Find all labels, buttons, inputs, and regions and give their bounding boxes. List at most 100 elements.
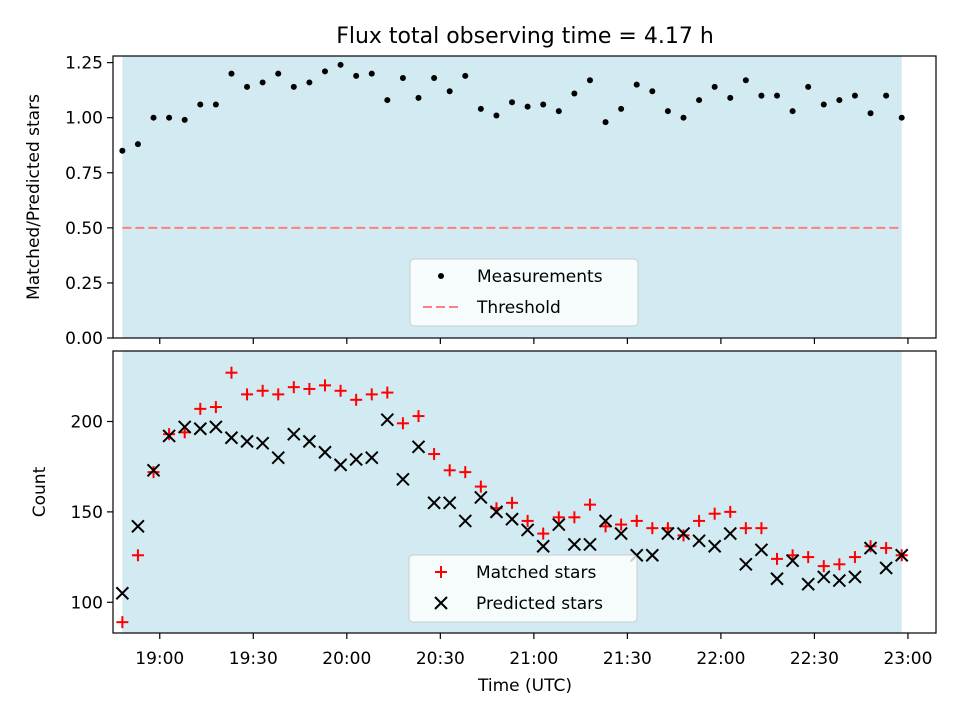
predicted-stars-point — [177, 420, 192, 434]
measurements-series — [119, 61, 905, 154]
measurement-point — [290, 83, 297, 90]
y-tick-label: 1.00 — [65, 109, 103, 129]
matched-stars-point — [786, 549, 799, 562]
predicted-stars-point — [723, 526, 737, 541]
matched-stars-point — [552, 511, 565, 524]
count-panel-frame — [112, 350, 937, 634]
predicted-stars-point — [131, 519, 145, 534]
matched-stars-point — [646, 522, 659, 535]
measurement-point — [181, 116, 188, 123]
ratio-y-ticks: 0.00 0.25 0.50 0.75 1.00 1.25 — [65, 54, 113, 349]
matched-stars-point — [615, 518, 628, 531]
measurement-point — [477, 105, 484, 112]
predicted-stars-point — [411, 440, 426, 454]
matched-stars-point — [147, 466, 160, 479]
predicted-stars-point — [146, 463, 161, 478]
measurement-point — [789, 108, 796, 115]
ratio-legend: Measurements Threshold — [409, 258, 639, 327]
measurement-point — [166, 114, 173, 121]
matched-stars-point — [599, 520, 612, 533]
matched-stars-point — [677, 529, 690, 542]
ratio-panel-frame — [112, 55, 937, 339]
measurement-point — [836, 97, 843, 104]
predicted-stars-point — [567, 537, 582, 552]
matched-stars-point — [630, 514, 643, 527]
predicted-stars-point — [271, 450, 285, 465]
matched-stars-point — [802, 551, 815, 564]
x-tick-label: 22:00 — [696, 649, 745, 669]
predicted-stars-point — [536, 539, 550, 553]
matched-stars-point — [287, 381, 300, 394]
count-panel: 100 150 200 19:00 19:30 20:00 20:30 21:00 21:30… — [30, 350, 937, 696]
matched-stars-point — [693, 514, 706, 527]
matched-stars-point — [568, 511, 581, 524]
measurement-point — [228, 70, 235, 77]
matched-stars-point — [739, 522, 752, 535]
predicted-stars-point — [754, 543, 769, 557]
measurement-point — [431, 75, 438, 82]
predicted-stars-point — [318, 445, 332, 459]
measurement-point — [462, 72, 469, 79]
matched-stars-point — [318, 379, 331, 392]
matched-stars-point — [381, 386, 394, 399]
matched-stars-point — [661, 522, 674, 535]
y-tick-label: 0.50 — [65, 219, 103, 239]
count-series — [115, 366, 909, 629]
measurement-point — [212, 101, 219, 108]
matched-stars-point — [303, 382, 316, 395]
predicted-stars-point — [583, 537, 597, 552]
legend-predicted-marker — [434, 596, 448, 610]
predicted-stars-point — [770, 572, 784, 586]
predicted-stars-point — [505, 512, 519, 526]
measurement-point — [119, 147, 126, 154]
predicted-stars-point — [224, 431, 239, 445]
measurement-point — [586, 77, 593, 84]
legend-threshold-label: Threshold — [476, 298, 561, 318]
legend-measurements-marker — [438, 273, 444, 279]
legend-matched-label: Matched stars — [476, 563, 596, 583]
legend-measurements-label: Measurements — [477, 267, 603, 287]
matched-stars-point — [708, 507, 721, 520]
matched-stars-point — [116, 616, 129, 629]
predicted-stars-point — [848, 570, 862, 584]
ratio-x-ticks — [159, 338, 909, 344]
matched-stars-point — [256, 384, 269, 397]
measurement-point — [602, 119, 609, 126]
predicted-stars-point — [427, 496, 441, 510]
predicted-stars-point — [661, 526, 675, 541]
measurement-point — [275, 70, 282, 77]
predicted-stars-point — [739, 557, 753, 572]
measurement-point — [711, 83, 718, 90]
x-tick-label: 23:00 — [883, 649, 932, 669]
measurement-point — [820, 101, 827, 108]
matched-stars-point — [724, 505, 737, 518]
matched-stars-point — [537, 527, 550, 540]
count-y-ticks: 100 150 200 — [71, 413, 113, 613]
predicted-stars-point — [380, 412, 395, 427]
count-y-axis-label: Count — [30, 466, 50, 517]
predicted-stars-point — [707, 539, 722, 553]
x-tick-label: 20:30 — [416, 649, 465, 669]
predicted-stars-point — [162, 429, 176, 443]
ratio-legend-box — [409, 258, 639, 327]
measurement-point — [774, 92, 781, 99]
predicted-stars-point — [193, 422, 207, 436]
measurement-point — [883, 92, 890, 99]
predicted-stars-point — [863, 541, 878, 555]
measurement-point — [649, 88, 656, 95]
y-tick-label: 0.25 — [65, 274, 103, 294]
matched-stars-point — [428, 448, 441, 461]
matched-stars-point — [350, 393, 363, 406]
matched-stars-point — [131, 549, 144, 562]
count-legend-box — [408, 554, 638, 623]
measurement-point — [805, 83, 812, 90]
x-tick-label: 19:30 — [229, 649, 278, 669]
measurement-point — [493, 112, 500, 119]
matched-stars-point — [833, 558, 846, 571]
y-tick-label: 0.75 — [65, 164, 103, 184]
measurement-point — [353, 72, 360, 79]
predicted-stars-point — [598, 514, 613, 528]
measurement-point — [415, 94, 422, 101]
measurement-point — [321, 68, 328, 75]
